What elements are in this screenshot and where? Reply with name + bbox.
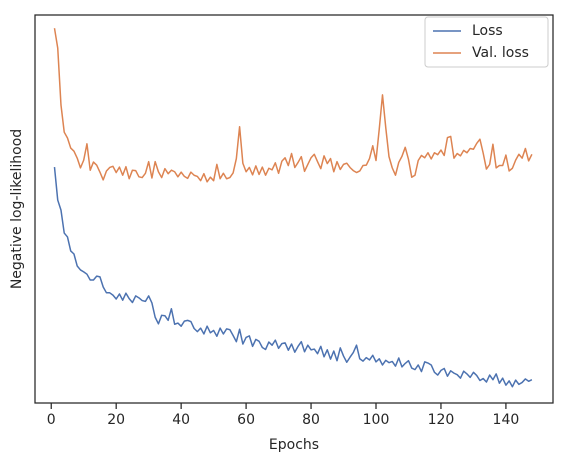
x-tick-label: 140 (493, 412, 520, 428)
plot-frame (34, 14, 554, 404)
x-tick-label: 60 (237, 412, 255, 428)
x-tick-label: 80 (302, 412, 320, 428)
legend-box (424, 16, 549, 68)
x-tick-label: 120 (428, 412, 455, 428)
x-tick-label: 40 (172, 412, 190, 428)
y-axis-label: Negative log-likelihood (9, 129, 25, 289)
x-tick-label: 0 (47, 412, 56, 428)
x-tick-label: 100 (363, 412, 390, 428)
line-series (53, 28, 533, 183)
line-series (53, 167, 533, 388)
legend-label: Val. loss (472, 45, 529, 61)
x-axis-label: Epochs (269, 437, 319, 453)
legend-label: Loss (472, 23, 503, 39)
x-tick-label: 20 (107, 412, 125, 428)
